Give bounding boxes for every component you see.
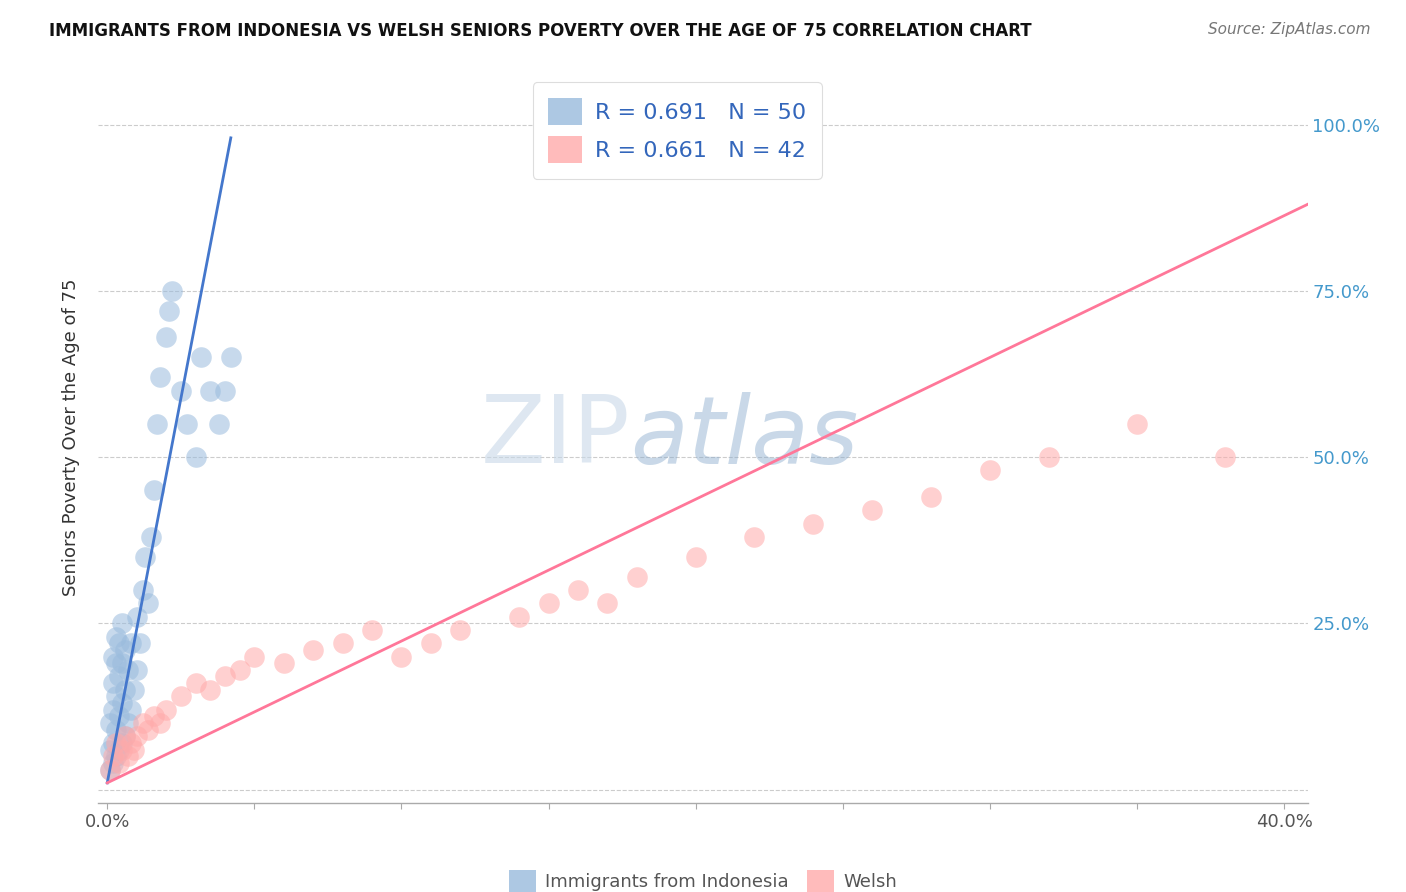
Point — [141, 530, 163, 544]
Point — [801, 516, 824, 531]
Point — [120, 636, 142, 650]
Point — [228, 663, 250, 677]
Point — [596, 596, 619, 610]
Point — [111, 696, 134, 710]
Point — [108, 709, 131, 723]
Point — [98, 716, 121, 731]
Point — [101, 749, 124, 764]
Point — [208, 417, 231, 431]
Point — [567, 582, 589, 597]
Point — [131, 716, 153, 731]
Point — [114, 729, 136, 743]
Point — [449, 623, 471, 637]
Point — [685, 549, 707, 564]
Point — [200, 384, 222, 398]
Point — [143, 483, 166, 498]
Point — [155, 703, 177, 717]
Point — [114, 682, 136, 697]
Point — [157, 303, 180, 318]
Point — [120, 703, 142, 717]
Point — [105, 630, 128, 644]
Point — [105, 749, 128, 764]
Point — [170, 384, 193, 398]
Point — [125, 663, 148, 677]
Point — [860, 503, 883, 517]
Point — [184, 450, 207, 464]
Point — [108, 636, 131, 650]
Point — [101, 756, 124, 770]
Point — [184, 676, 207, 690]
Point — [170, 690, 193, 704]
Point — [108, 756, 131, 770]
Point — [979, 463, 1001, 477]
Point — [105, 723, 128, 737]
Point — [125, 609, 148, 624]
Text: atlas: atlas — [630, 392, 859, 483]
Point — [111, 742, 134, 756]
Point — [117, 663, 139, 677]
Point — [101, 649, 124, 664]
Point — [419, 636, 441, 650]
Legend: Immigrants from Indonesia, Welsh: Immigrants from Indonesia, Welsh — [502, 863, 904, 892]
Point — [508, 609, 530, 624]
Point — [98, 763, 121, 777]
Point — [111, 736, 134, 750]
Text: Source: ZipAtlas.com: Source: ZipAtlas.com — [1208, 22, 1371, 37]
Point — [626, 570, 648, 584]
Point — [920, 490, 942, 504]
Point — [108, 742, 131, 756]
Point — [101, 676, 124, 690]
Point — [114, 643, 136, 657]
Point — [134, 549, 156, 564]
Point — [138, 723, 160, 737]
Point — [114, 729, 136, 743]
Point — [111, 656, 134, 670]
Point — [120, 736, 142, 750]
Point — [1213, 450, 1236, 464]
Point — [101, 703, 124, 717]
Point — [332, 636, 354, 650]
Point — [122, 682, 145, 697]
Text: IMMIGRANTS FROM INDONESIA VS WELSH SENIORS POVERTY OVER THE AGE OF 75 CORRELATIO: IMMIGRANTS FROM INDONESIA VS WELSH SENIO… — [49, 22, 1032, 40]
Point — [125, 729, 148, 743]
Point — [128, 636, 150, 650]
Point — [105, 656, 128, 670]
Point — [117, 749, 139, 764]
Point — [744, 530, 766, 544]
Point — [117, 716, 139, 731]
Point — [143, 709, 166, 723]
Point — [101, 736, 124, 750]
Point — [105, 736, 128, 750]
Point — [200, 682, 222, 697]
Point — [273, 656, 295, 670]
Point — [219, 351, 242, 365]
Point — [190, 351, 212, 365]
Point — [391, 649, 413, 664]
Point — [302, 643, 325, 657]
Point — [131, 582, 153, 597]
Point — [146, 417, 169, 431]
Point — [537, 596, 560, 610]
Point — [108, 669, 131, 683]
Point — [149, 370, 172, 384]
Point — [214, 384, 236, 398]
Point — [176, 417, 198, 431]
Point — [214, 669, 236, 683]
Point — [111, 616, 134, 631]
Text: ZIP: ZIP — [481, 391, 630, 483]
Point — [98, 763, 121, 777]
Point — [149, 716, 172, 731]
Point — [1126, 417, 1149, 431]
Point — [1038, 450, 1060, 464]
Point — [122, 742, 145, 756]
Point — [243, 649, 266, 664]
Point — [155, 330, 177, 344]
Y-axis label: Seniors Poverty Over the Age of 75: Seniors Poverty Over the Age of 75 — [62, 278, 80, 596]
Point — [98, 742, 121, 756]
Point — [160, 284, 183, 298]
Point — [105, 690, 128, 704]
Point — [138, 596, 160, 610]
Point — [361, 623, 384, 637]
